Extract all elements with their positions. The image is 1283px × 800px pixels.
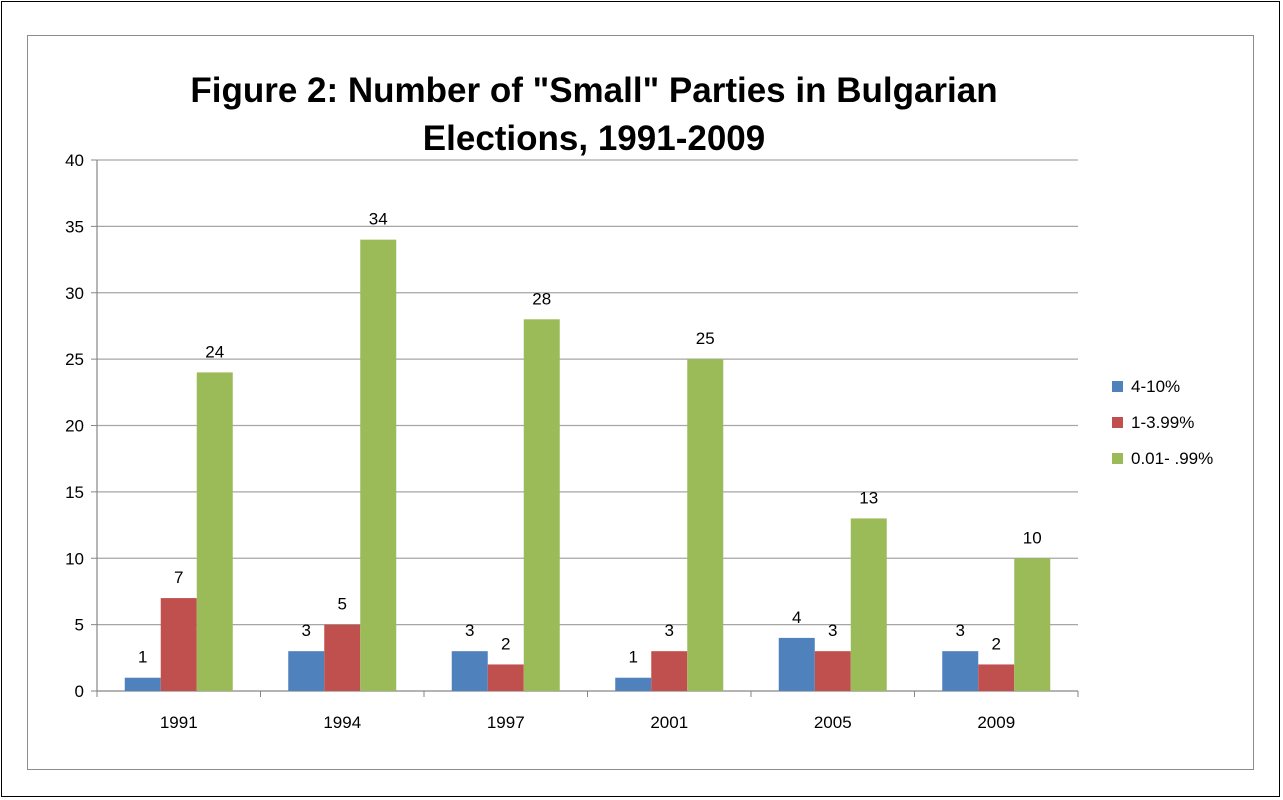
y-tick-label: 15 <box>65 483 84 502</box>
data-label: 1 <box>138 648 147 667</box>
legend-swatch <box>1112 453 1123 464</box>
bar <box>850 518 887 691</box>
chart-title-line-1: Figure 2: Number of "Small" Parties in B… <box>190 71 997 110</box>
data-label: 10 <box>1023 528 1042 547</box>
chart-title-line-2: Elections, 1991-2009 <box>423 119 765 158</box>
data-label: 7 <box>174 568 183 587</box>
bar <box>651 651 688 691</box>
x-axis: 1991 1994 1997 2001 2005 2009 <box>96 691 1079 732</box>
bar <box>942 651 979 691</box>
legend-swatch <box>1112 381 1123 392</box>
data-label: 13 <box>859 488 878 507</box>
bar <box>288 651 325 691</box>
y-tick-label: 30 <box>65 284 84 303</box>
y-tick-label: 35 <box>65 217 84 236</box>
bar <box>523 319 560 691</box>
bar <box>451 651 488 691</box>
data-label: 3 <box>956 621 965 640</box>
legend-label: 4-10% <box>1131 377 1180 396</box>
gridlines <box>97 159 1078 692</box>
y-tick-label: 0 <box>75 682 84 701</box>
bar <box>615 677 652 691</box>
x-tick-label: 1994 <box>323 713 361 732</box>
y-tick-label: 25 <box>65 350 84 369</box>
data-label: 34 <box>369 210 388 229</box>
data-label: 5 <box>338 595 347 614</box>
data-label: 3 <box>465 621 474 640</box>
bar <box>360 239 397 691</box>
bar <box>687 359 724 691</box>
x-tick-label: 2005 <box>814 713 852 732</box>
bar <box>324 624 361 691</box>
x-tick-label: 1991 <box>160 713 198 732</box>
data-label: 3 <box>302 621 311 640</box>
y-tick-label: 5 <box>75 616 84 635</box>
legend-swatch <box>1112 417 1123 428</box>
x-tick-label: 1997 <box>487 713 525 732</box>
bar <box>1014 558 1051 691</box>
data-label: 25 <box>696 329 715 348</box>
data-label: 1 <box>629 648 638 667</box>
bar <box>124 677 161 691</box>
bar <box>196 372 233 691</box>
y-tick-label: 10 <box>65 549 84 568</box>
chart-title: Figure 2: Number of "Small" Parties in B… <box>190 71 997 158</box>
bar-chart: Figure 2: Number of "Small" Parties in B… <box>65 71 1213 732</box>
legend-label: 1-3.99% <box>1131 413 1194 432</box>
data-label: 3 <box>665 621 674 640</box>
bar <box>814 651 851 691</box>
legend-label: 0.01- .99% <box>1131 449 1213 468</box>
data-label: 28 <box>532 289 551 308</box>
bar <box>160 598 197 691</box>
data-label: 2 <box>992 634 1001 653</box>
chart-area: Figure 2: Number of "Small" Parties in B… <box>27 35 1254 770</box>
legend: 4-10% 1-3.99% 0.01- .99% <box>1112 377 1213 468</box>
bar <box>778 637 815 691</box>
data-label: 24 <box>205 342 224 361</box>
y-tick-label: 20 <box>65 417 84 436</box>
bars <box>124 239 1051 691</box>
bar <box>487 664 524 691</box>
bar <box>978 664 1015 691</box>
data-label: 2 <box>501 634 510 653</box>
data-label: 4 <box>792 608 801 627</box>
x-tick-label: 2001 <box>650 713 688 732</box>
y-axis: 0 5 10 15 20 25 30 35 40 <box>65 151 98 701</box>
data-label: 3 <box>828 621 837 640</box>
y-tick-label: 40 <box>65 151 84 170</box>
x-tick-label: 2009 <box>977 713 1015 732</box>
